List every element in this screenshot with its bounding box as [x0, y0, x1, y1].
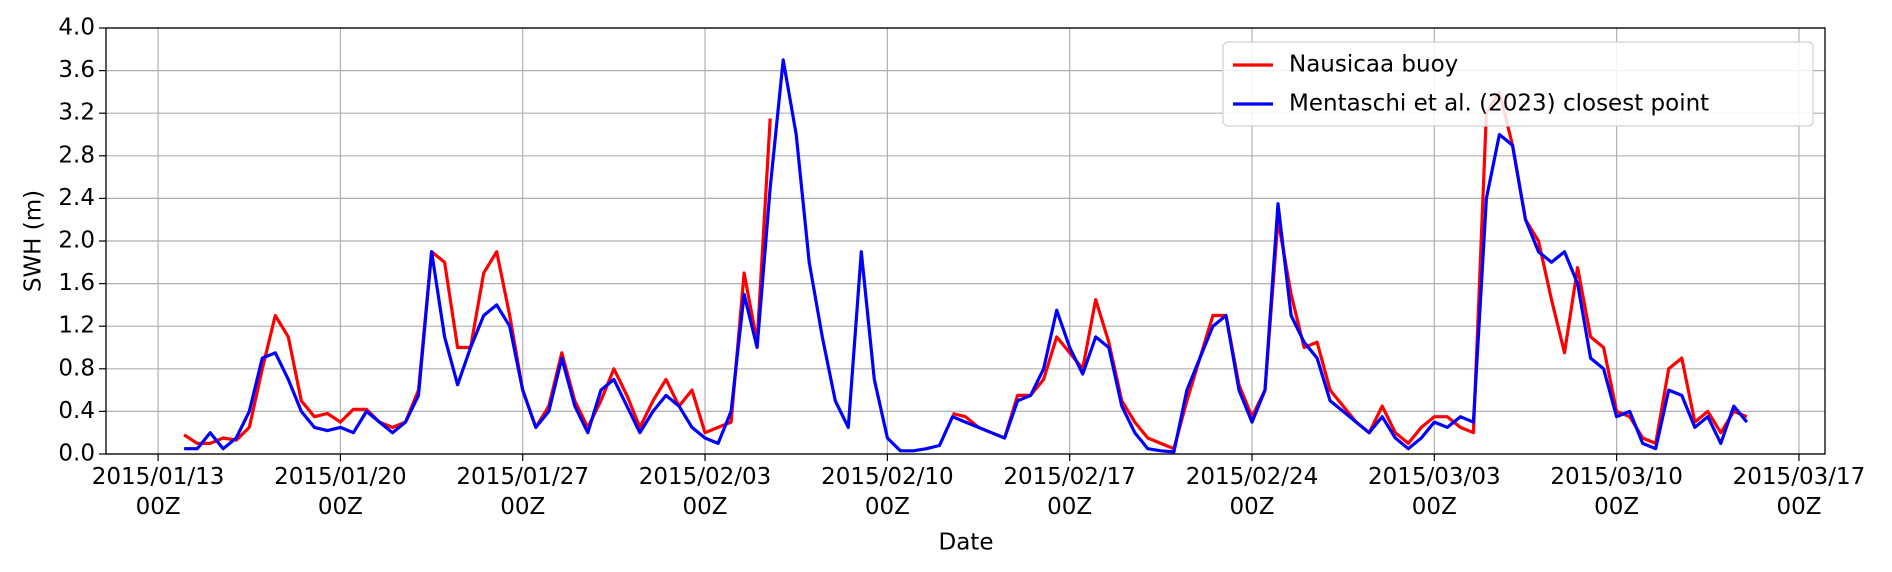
- x-tick-label: 2015/03/17 00Z: [1732, 464, 1866, 520]
- x-tick-label: 2015/02/03 00Z: [638, 464, 772, 520]
- x-axis-label: Date: [939, 530, 994, 556]
- legend-box: [1222, 41, 1814, 127]
- y-tick-label: 1.6: [58, 270, 95, 296]
- y-tick-label: 4.0: [58, 15, 95, 41]
- x-tick-label: 2015/03/10 00Z: [1550, 464, 1683, 520]
- series-line: [184, 58, 1749, 454]
- x-tick-label: 2015/02/10 00Z: [821, 464, 954, 520]
- y-axis-label: SWH (m): [21, 190, 47, 292]
- plot-frame: [105, 27, 1826, 455]
- y-tick-label: 2.8: [58, 142, 95, 168]
- y-tick-label: 2.0: [58, 228, 95, 254]
- x-tick-label: 2015/03/03 00Z: [1368, 464, 1501, 520]
- y-tick-label: 0.0: [58, 441, 95, 467]
- x-tick-label: 2015/01/27 00Z: [456, 464, 589, 520]
- legend-label: Mentaschi et al. (2023) closest point: [1289, 91, 1709, 117]
- y-tick-label: 1.2: [58, 313, 95, 339]
- y-tick-label: 0.8: [58, 355, 95, 381]
- legend-label: Nausicaa buoy: [1289, 52, 1458, 78]
- x-tick-label: 2015/01/13 00Z: [91, 464, 225, 520]
- y-tick-label: 0.4: [58, 398, 95, 424]
- x-tick-label: 2015/02/17 00Z: [1003, 464, 1136, 520]
- x-tick-label: 2015/02/24 00Z: [1185, 464, 1319, 520]
- y-tick-label: 3.6: [58, 57, 95, 83]
- y-tick-label: 2.4: [58, 185, 95, 211]
- y-tick-label: 3.2: [58, 100, 95, 126]
- x-tick-label: 2015/01/20 00Z: [274, 464, 407, 520]
- series-line: [183, 90, 1748, 451]
